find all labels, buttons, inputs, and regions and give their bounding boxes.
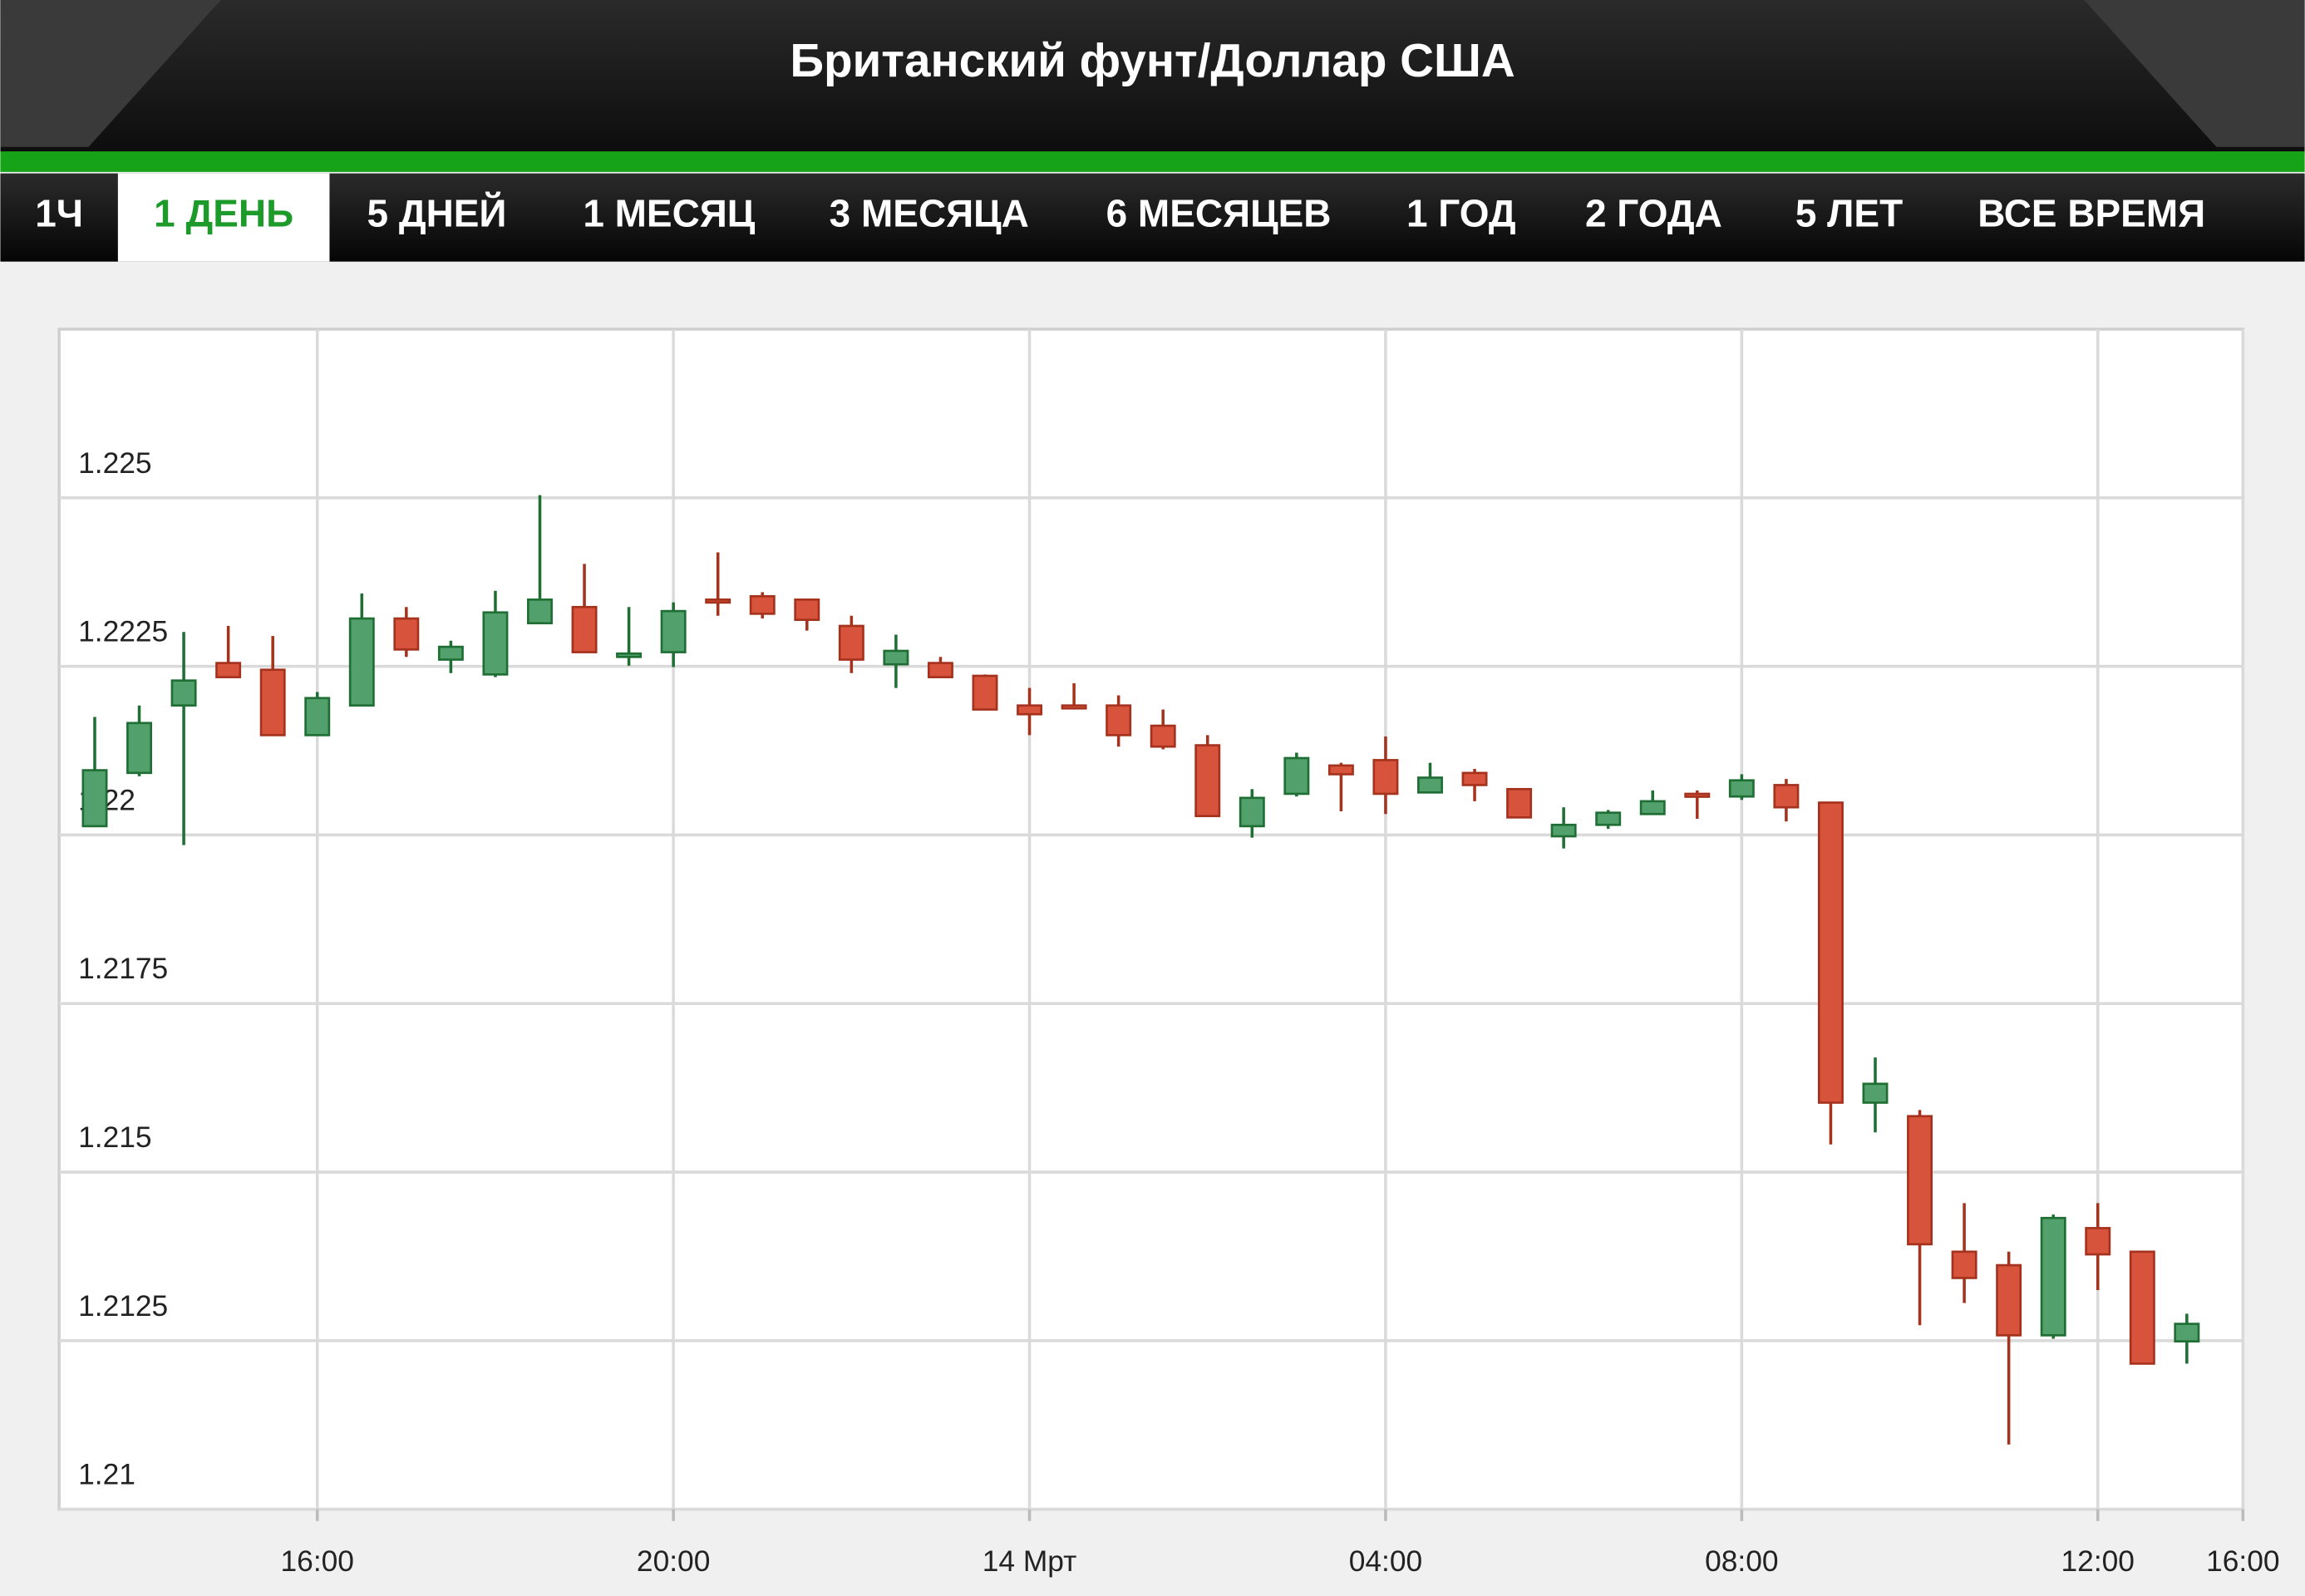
title: Британский фунт/Доллар США [790, 34, 1515, 86]
candle-body [1327, 764, 1354, 776]
header-decor [2084, 0, 2305, 147]
candle-body [1017, 704, 1043, 716]
tab[interactable]: 5 ЛЕТ [1795, 191, 1903, 234]
candle-body [2085, 1227, 2111, 1256]
candle-body [348, 617, 375, 707]
header-decor [0, 0, 221, 147]
candle-body [126, 722, 153, 775]
candle-body [927, 662, 953, 678]
candle-body [2174, 1323, 2200, 1343]
candle-body [1239, 796, 1265, 828]
tabs: 1Ч 1 ДЕНЬ 5 ДНЕЙ 1 МЕСЯЦ 3 МЕСЯЦА 6 МЕСЯЦЕВ 1 … [35, 173, 2205, 262]
candle-body [1106, 704, 1132, 736]
candle-body [170, 679, 197, 707]
candle-body [1461, 771, 1488, 786]
tab[interactable]: 1Ч [35, 191, 83, 234]
candle-body [705, 598, 731, 604]
candle-body [1951, 1250, 1977, 1279]
x-tick-label: 20:00 [637, 1545, 710, 1578]
x-tick-label: 16:00 [281, 1545, 354, 1578]
candle-body [1773, 784, 1800, 809]
y-tick-label: 1.2225 [78, 616, 168, 648]
candle-body [1907, 1115, 1933, 1246]
candle-body [972, 674, 998, 711]
y-tick-label: 1.2175 [78, 953, 168, 985]
y-tick-label: 1.2125 [78, 1290, 168, 1323]
candle-body [259, 668, 286, 736]
tab[interactable]: 3 МЕСЯЦА [830, 191, 1029, 234]
candle-body [1817, 801, 1844, 1104]
candle-body [571, 605, 598, 653]
tab[interactable]: ВСЕ ВРЕМЯ [1977, 191, 2205, 234]
candle-body [81, 769, 108, 828]
x-tick-label: 12:00 [2061, 1545, 2135, 1578]
header-bar [0, 0, 2305, 153]
candle-body [1639, 800, 1666, 815]
candles [81, 495, 2200, 1445]
x-tick-label: 14 Мрт [983, 1545, 1077, 1578]
x-tick-label: 08:00 [1705, 1545, 1778, 1578]
candle-body [1728, 779, 1755, 798]
candle-body [1595, 811, 1622, 826]
candle-body [482, 611, 509, 676]
y-tick-label: 1.225 [78, 447, 151, 480]
x-tick-label: 04:00 [1349, 1545, 1422, 1578]
candle-body [215, 662, 242, 678]
candle-body [749, 594, 776, 615]
x-tick-label: 16:00 [2206, 1545, 2279, 1578]
y-tick-label: 1.215 [78, 1121, 151, 1154]
candle-body [1061, 704, 1087, 710]
tab[interactable]: 1 ГОД [1406, 191, 1516, 234]
candle-body [794, 598, 820, 621]
candle-body [1862, 1082, 1889, 1104]
candle-body [527, 598, 553, 625]
candle-body [660, 609, 687, 653]
tab[interactable]: 6 МЕСЯЦЕВ [1106, 191, 1332, 234]
tab[interactable]: 1 ДЕНЬ [154, 191, 293, 234]
candle-body [1684, 792, 1711, 798]
plot-area [57, 328, 2245, 1511]
candle-body [1417, 776, 1443, 794]
accent-stripe [0, 151, 2305, 172]
candle-body [2040, 1216, 2066, 1337]
tab[interactable]: 1 МЕСЯЦ [583, 191, 755, 234]
candle-body [393, 617, 420, 651]
candle-body [616, 652, 643, 658]
tab-bar [0, 173, 2305, 262]
candle-body [1506, 787, 1533, 819]
candle-body [1996, 1264, 2022, 1337]
candle-body [1150, 724, 1176, 748]
candle-body [883, 649, 909, 666]
candle-body [838, 624, 864, 661]
candle-body [1550, 823, 1577, 838]
candle-body [1283, 756, 1310, 796]
tab[interactable]: 2 ГОДА [1585, 191, 1722, 234]
tab[interactable]: 5 ДНЕЙ [367, 191, 507, 234]
candle-body [304, 697, 331, 736]
candle-body [437, 645, 464, 661]
y-tick-label: 1.21 [78, 1459, 135, 1491]
candle-body [1372, 759, 1399, 796]
candle-body [2129, 1250, 2155, 1365]
candle-body [1194, 744, 1221, 818]
active-tab-bg [117, 173, 330, 262]
